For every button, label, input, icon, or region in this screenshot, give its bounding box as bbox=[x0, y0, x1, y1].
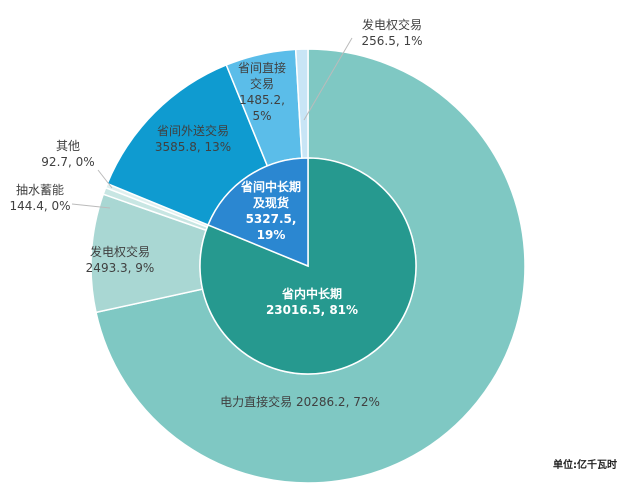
slice-label-7: 省间直接交易 1485.2, 5% bbox=[238, 60, 286, 123]
leader-line-0 bbox=[303, 37, 353, 121]
leader-line-1 bbox=[97, 169, 113, 189]
inner-slice-0[interactable] bbox=[199, 157, 417, 375]
slice-label-5: 其他 92.7, 0% bbox=[41, 139, 94, 169]
slice-label-6: 省间外送交易 3585.8, 13% bbox=[155, 123, 231, 154]
slice-label-4: 抽水蓄能 144.4, 0% bbox=[9, 183, 70, 213]
slice-label-8: 发电权交易 256.5, 1% bbox=[361, 17, 422, 48]
slice-label-line: 及现货 bbox=[253, 195, 289, 210]
slice-label-line: 5% bbox=[252, 109, 271, 123]
slice-label-line: 交易 bbox=[250, 76, 274, 91]
slice-label-line: 144.4, 0% bbox=[9, 199, 70, 213]
slice-label-line: 1485.2, bbox=[239, 93, 285, 107]
leader-line-2 bbox=[71, 203, 111, 209]
slice-label-line: 省间中长期 bbox=[240, 179, 301, 194]
slice-label-line: 抽水蓄能 bbox=[16, 183, 64, 197]
slice-label-3: 发电权交易 2493.3, 9% bbox=[86, 244, 155, 275]
slice-label-line: 2493.3, 9% bbox=[86, 261, 155, 275]
slice-label-line: 发电权交易 bbox=[90, 244, 150, 259]
slice-label-line: 省间直接 bbox=[238, 60, 286, 75]
slice-label-line: 92.7, 0% bbox=[41, 155, 94, 169]
slice-label-0: 省内中长期 23016.5, 81% bbox=[266, 286, 358, 317]
slice-label-1: 省间中长期及现货 5327.5, 19% bbox=[240, 179, 301, 242]
slice-label-line: 23016.5, 81% bbox=[266, 303, 358, 317]
slice-label-line: 3585.8, 13% bbox=[155, 140, 231, 154]
slice-label-line: 电力直接交易 20286.2, 72% bbox=[220, 394, 380, 409]
slice-label-line: 5327.5, bbox=[246, 212, 297, 226]
slice-label-2: 电力直接交易 20286.2, 72% bbox=[220, 394, 380, 409]
slice-label-line: 19% bbox=[257, 228, 286, 242]
slice-label-line: 省间外送交易 bbox=[157, 123, 229, 138]
unit-label: 单位:亿千瓦时 bbox=[553, 458, 617, 471]
slice-label-line: 发电权交易 bbox=[362, 17, 422, 32]
slice-label-line: 省内中长期 bbox=[281, 286, 342, 301]
slice-label-line: 其他 bbox=[56, 139, 80, 153]
slice-label-line: 256.5, 1% bbox=[361, 34, 422, 48]
inner-slice-1[interactable] bbox=[207, 157, 309, 268]
